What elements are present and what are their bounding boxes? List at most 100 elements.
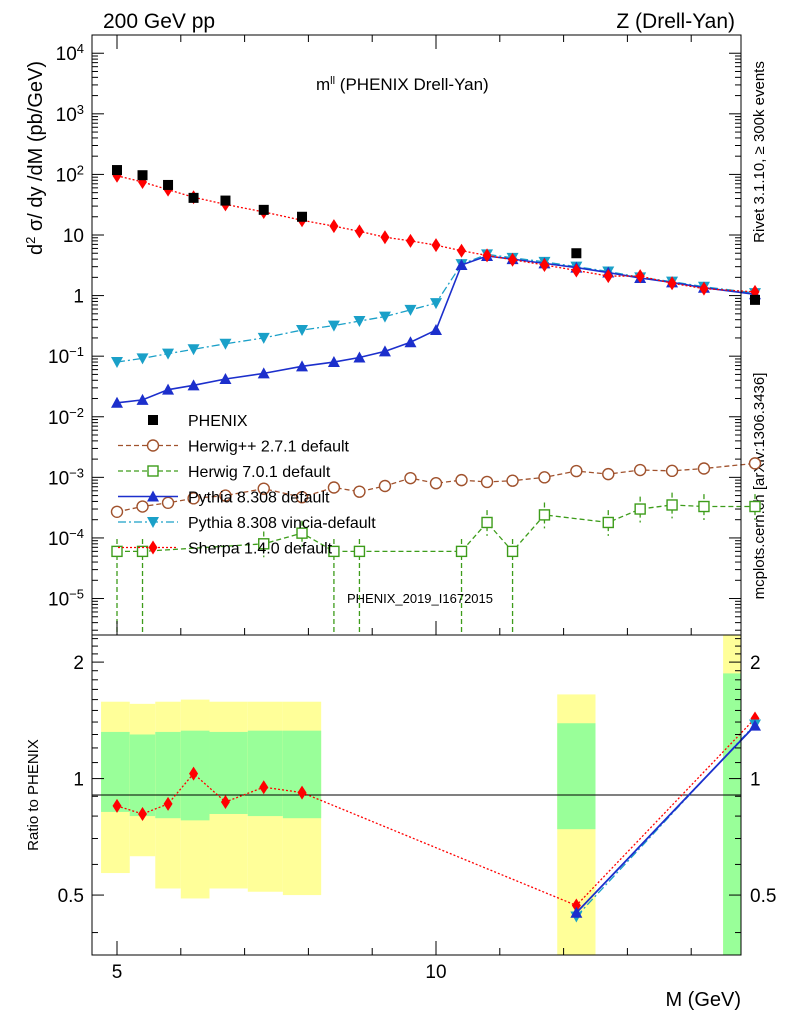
herwigpp-point: [570, 464, 583, 478]
phenix-point: [188, 192, 199, 203]
herwig7-point: [111, 545, 123, 558]
herwigpp-point: [187, 492, 200, 505]
ratio-y-tick-label: 1: [73, 770, 84, 791]
pythia-point: [257, 367, 270, 379]
ratio-y-tick-label-right: 1: [750, 770, 761, 791]
herwig7-line: [117, 504, 755, 553]
y-tick-label: 10: [63, 226, 84, 247]
pythia-point: [327, 356, 340, 368]
herwigpp-point: [633, 463, 647, 477]
vincia-point: [187, 344, 200, 356]
sherpa-point: [431, 238, 441, 253]
ratio-pythia-series: [570, 719, 761, 918]
herwig7-point: [296, 527, 308, 539]
ratio-y-label: Ratio to PHENIX: [25, 739, 42, 851]
herwigpp-point: [136, 500, 149, 513]
phenix-point: [220, 195, 231, 206]
phenix-point: [163, 179, 174, 190]
legend: PHENIX Herwig++ 2.7.1 default Herwig 7.0.1…: [118, 413, 376, 558]
herwig7-point: [538, 509, 551, 521]
ratio-pythia-line: [575, 725, 756, 914]
herwigpp-line: [116, 462, 756, 513]
main-plot: mll (PHENIX Drell-Yan) d2 σ/ dy /dM (pb/…: [23, 34, 762, 636]
legend-label-phenix: PHENIX: [188, 413, 248, 430]
herwigpp-point: [697, 462, 711, 475]
herwigpp-point: [748, 457, 762, 470]
series-group: [110, 165, 762, 635]
vincia-point: [378, 311, 391, 323]
vincia-point: [404, 304, 417, 316]
pythia-point: [430, 324, 442, 336]
herwigpp-point: [327, 481, 341, 494]
y-tick-label: 10−1: [48, 344, 84, 369]
sherpa-point: [380, 230, 390, 245]
pythia-line: [116, 255, 756, 404]
vincia-point: [111, 357, 123, 369]
x-tick-label: 10: [425, 962, 446, 983]
legend-label-pythia: Pythia 8.308 default: [188, 490, 330, 507]
herwig7-point: [602, 516, 614, 529]
sherpa-point: [699, 281, 709, 296]
herwigpp-point: [538, 471, 551, 484]
y-tick-label: 10−5: [48, 586, 84, 611]
phenix-point: [571, 248, 582, 259]
ratio-ticks: 0.5 0.5 1 1 2 2: [58, 638, 776, 934]
mcplots-label: mcplots.cern.ch [arXiv:1306.3436]: [751, 373, 768, 600]
legend-marker-herwig7: [147, 465, 159, 477]
legend-label-vincia: Pythia 8.308 vincia-default: [188, 515, 376, 532]
y-tick-label: 10−2: [48, 404, 84, 429]
ratio-sherpa-point: [259, 780, 269, 795]
phenix-series: [112, 165, 760, 305]
sherpa-point: [457, 243, 467, 258]
sherpa-point: [482, 248, 492, 263]
y-tick-label: 10−4: [48, 525, 84, 550]
phenix-point: [750, 294, 760, 305]
ratio-sherpa-point: [297, 785, 307, 800]
herwig7-point: [634, 503, 646, 515]
ratio-y-tick-label: 2: [73, 653, 84, 674]
y-tick-label: 102: [56, 162, 84, 187]
ratio-pythia-point: [570, 906, 583, 918]
vincia-point: [162, 348, 175, 360]
ratio-sherpa-point: [112, 798, 122, 813]
herwigpp-point: [161, 496, 175, 510]
ratio-pythia-point: [749, 719, 761, 731]
ratio-sherpa-point: [189, 766, 199, 781]
herwigpp-point: [110, 505, 124, 519]
vincia-point: [296, 325, 309, 337]
ratio-y-tick-label-right: 0.5: [750, 886, 776, 907]
herwigpp-point: [378, 479, 392, 493]
herwigpp-point: [665, 464, 679, 478]
ratio-frame: [91, 634, 742, 956]
phenix-point: [112, 165, 122, 176]
vincia-point: [430, 298, 442, 310]
vincia-point: [327, 320, 340, 332]
ratio-sherpa-point: [138, 806, 148, 821]
pythia-point: [353, 351, 366, 363]
herwig7-series: [111, 492, 761, 635]
sherpa-point: [354, 224, 364, 239]
ratio-plot: 0.5 0.5 1 1 2 2 Ratio to PHENIX: [25, 634, 776, 956]
phenix-point: [258, 204, 269, 215]
sherpa-point: [667, 276, 677, 291]
sherpa-point: [539, 257, 549, 272]
ratio-sherpa-series: [112, 711, 760, 913]
rivet-label: Rivet 3.1.10, ≥ 300k events: [751, 61, 768, 243]
ratio-sherpa-point: [220, 794, 230, 809]
herwigpp-point: [353, 485, 366, 498]
ratio-series-group: [112, 711, 761, 923]
herwigpp-point: [602, 467, 615, 481]
ratio-band-inner: [129, 734, 156, 817]
header-left: 200 GeV pp: [103, 10, 215, 33]
herwigpp-point: [506, 474, 519, 487]
y-tick-label: 104: [56, 41, 84, 66]
pythia-series: [111, 250, 761, 408]
vincia-point: [219, 338, 232, 350]
herwig7-point: [481, 516, 493, 529]
ratio-band-inner: [723, 673, 741, 955]
phenix-point: [137, 170, 148, 181]
herwigpp-point: [480, 475, 494, 489]
legend-label-herwig7: Herwig 7.0.1 default: [188, 464, 331, 481]
herwig7-point: [749, 500, 761, 513]
